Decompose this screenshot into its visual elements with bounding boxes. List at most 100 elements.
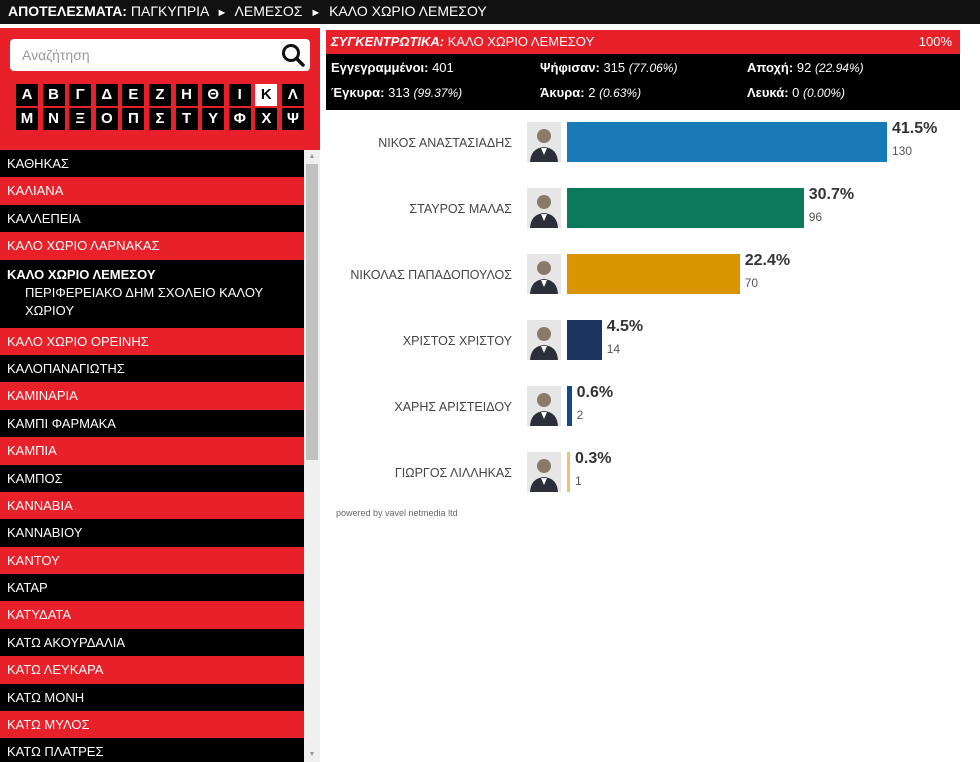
village-item[interactable]: ΚΑΜΠΙΑ <box>0 437 304 465</box>
village-item[interactable]: ΚΑΝΝΑΒΙΑ <box>0 491 304 520</box>
powered-by-note: powered by vavel netmedia ltd <box>336 508 458 518</box>
village-name: ΚΑΤΑΡ <box>7 580 48 596</box>
breadcrumb-item-district[interactable]: ΛΕΜΕΣΟΣ <box>234 3 303 19</box>
letter-button[interactable]: Χ <box>255 108 278 130</box>
candidate-row: ΧΡΙΣΤΟΣ ΧΡΙΣΤΟΥ 4.5% 14 <box>326 318 960 370</box>
letter-button[interactable]: Κ <box>255 84 278 106</box>
letter-button[interactable]: Υ <box>202 108 225 130</box>
village-item[interactable]: ΚΑΝΤΟΥ <box>0 546 304 575</box>
stat-label: Εγγεγραμμένοι: <box>331 60 429 75</box>
candidate-row: ΝΙΚΟΣ ΑΝΑΣΤΑΣΙΑΔΗΣ 41.5% 130 <box>326 120 960 172</box>
breadcrumb: ΑΠΟΤΕΛΕΣΜΑΤΑ: ΠΑΓΚΥΠΡΙΑ ► ΛΕΜΕΣΟΣ ► ΚΑΛΟ… <box>0 0 980 24</box>
village-item[interactable]: ΚΑΛΛΕΠΕΙΑ <box>0 204 304 233</box>
letter-button[interactable]: Α <box>16 84 38 106</box>
letter-button[interactable]: Γ <box>69 84 92 106</box>
village-item[interactable]: ΚΑΘΗΚΑΣ <box>0 150 304 178</box>
village-item[interactable]: ΚΑΛΙΑΝΑ <box>0 177 304 205</box>
letter-button[interactable]: Ν <box>42 108 65 130</box>
vote-percent: 0.3% <box>575 450 612 467</box>
village-name: ΚΑΤΥΔΑΤΑ <box>7 607 72 623</box>
scroll-down-arrow-icon[interactable]: ▼ <box>308 751 316 758</box>
village-name: ΚΑΜΙΝΑΡΙΑ <box>7 388 78 404</box>
letter-button[interactable]: Ε <box>122 84 145 106</box>
letter-button[interactable]: Ξ <box>69 108 92 130</box>
vote-bar <box>567 188 804 228</box>
vote-count: 96 <box>808 210 823 224</box>
stat-percent: (77.06%) <box>628 61 678 75</box>
candidate-photo-icon <box>527 122 561 162</box>
stat-value: 2 <box>588 85 596 100</box>
breadcrumb-item-island[interactable]: ΠΑΓΚΥΠΡΙΑ <box>130 3 209 19</box>
village-name: ΚΑΘΗΚΑΣ <box>7 156 69 171</box>
village-list: ΚΑΘΗΚΑΣ ΚΑΛΙΑΝΑ ΚΑΛΛΕΠΕΙΑ ΚΑΛΟ ΧΩΡΙΟ ΛΑΡΝΑΚ… <box>0 150 304 762</box>
village-name: ΚΑΤΩ ΑΚΟΥΡΔΑΛΙΑ <box>7 634 126 650</box>
letter-button[interactable]: Π <box>122 108 145 130</box>
candidate-name: ΓΙΩΡΓΟΣ ΛΙΛΛΗΚΑΣ <box>394 466 512 480</box>
village-item[interactable]: ΚΑΤΑΡ <box>0 574 304 602</box>
village-name: ΚΑΛΟΠΑΝΑΓΙΩΤΗΣ <box>7 360 125 376</box>
village-name: ΚΑΛΟ ΧΩΡΙΟ ΛΕΜΕΣΟΥ <box>7 266 156 282</box>
letter-button[interactable]: Ζ <box>148 84 171 106</box>
letter-button[interactable]: Φ <box>228 108 251 130</box>
search-icon[interactable] <box>280 42 306 68</box>
village-item[interactable]: ΚΑΛΟ ΧΩΡΙΟ ΛΑΡΝΑΚΑΣ <box>0 232 304 260</box>
village-name: ΚΑΛΟ ΧΩΡΙΟ ΟΡΕΙΝΗΣ <box>7 333 149 349</box>
village-item[interactable]: ΚΑΝΝΑΒΙΟΥ <box>0 519 304 547</box>
vote-percent: 0.6% <box>576 384 614 401</box>
candidate-row: ΧΑΡΗΣ ΑΡΙΣΤΕΙΔΟΥ 0.6% 2 <box>326 384 960 436</box>
letter-button[interactable]: Θ <box>202 84 225 106</box>
village-item[interactable]: ΚΑΜΠΟΣ <box>0 464 304 492</box>
letter-button[interactable]: Β <box>42 84 65 106</box>
village-item[interactable]: ΚΑΜΠΙ ΦΑΡΜΑΚΑ <box>0 409 304 438</box>
vote-count: 130 <box>892 144 913 158</box>
village-name: ΚΑΤΩ ΠΛΑΤΡΕΣ <box>7 744 104 760</box>
scroll-thumb[interactable] <box>306 164 318 460</box>
village-name: ΚΑΤΩ ΛΕΥΚΑΡΑ <box>7 662 104 678</box>
stat-value: 401 <box>432 60 454 75</box>
stat-blank: Λευκά: 0 (0.00%) <box>747 85 845 100</box>
village-name: ΚΑΜΠΙ ΦΑΡΜΑΚΑ <box>7 415 116 431</box>
village-item[interactable]: ΚΑΛΟ ΧΩΡΙΟ ΟΡΕΙΝΗΣ <box>0 327 304 355</box>
village-item[interactable]: ΚΑΤΩ ΜΥΛΟΣ <box>0 711 304 739</box>
stat-value: 92 <box>796 60 812 75</box>
letter-button[interactable]: Η <box>175 84 198 106</box>
village-item-selected[interactable]: ΚΑΛΟ ΧΩΡΙΟ ΛΕΜΕΣΟΥ ΠΕΡΙΦΕΡΕΙΑΚΟ ΔΗΜ ΣΧΟΛΕ… <box>0 259 304 328</box>
stat-percent: (22.94%) <box>814 61 864 75</box>
village-item[interactable]: ΚΑΤΥΔΑΤΑ <box>0 601 304 629</box>
village-item[interactable]: ΚΑΤΩ ΠΛΑΤΡΕΣ <box>0 738 304 762</box>
summary-title: ΣΥΓΚΕΝΤΡΩΤΙΚΑ: <box>331 34 445 49</box>
letter-button[interactable]: Σ <box>148 108 171 130</box>
vote-bar <box>567 452 570 492</box>
letter-button[interactable]: Μ <box>16 108 38 130</box>
vote-count: 2 <box>576 408 584 422</box>
vote-percent: 41.5% <box>892 120 938 137</box>
letter-button[interactable]: Ο <box>95 108 118 130</box>
letter-button[interactable]: Ι <box>228 84 251 106</box>
stat-percent: (0.63%) <box>599 86 642 100</box>
candidate-name: ΧΡΙΣΤΟΣ ΧΡΙΣΤΟΥ <box>402 334 512 348</box>
village-item[interactable]: ΚΑΜΙΝΑΡΙΑ <box>0 382 304 410</box>
village-item[interactable]: ΚΑΤΩ ΜΟΝΗ <box>0 683 304 712</box>
stat-label: Έγκυρα: <box>331 85 385 100</box>
stat-value: 0 <box>792 85 800 100</box>
percent-counted: 100% <box>918 34 952 49</box>
letter-button[interactable]: Δ <box>95 84 118 106</box>
search-input[interactable] <box>10 39 278 71</box>
village-item[interactable]: ΚΑΛΟΠΑΝΑΓΙΩΤΗΣ <box>0 354 304 383</box>
polling-station-link[interactable]: ΠΕΡΙΦΕΡΕΙΑΚΟ ΔΗΜ ΣΧΟΛΕΙΟ ΚΑΛΟΥ ΧΩΡΙΟΥ <box>25 284 263 318</box>
scroll-up-arrow-icon[interactable]: ▲ <box>308 153 316 160</box>
village-item[interactable]: ΚΑΤΩ ΛΕΥΚΑΡΑ <box>0 656 304 684</box>
search-box <box>10 39 310 71</box>
letter-button[interactable]: Τ <box>175 108 198 130</box>
letter-button[interactable]: Λ <box>281 84 304 106</box>
letter-button[interactable]: Ψ <box>281 108 304 130</box>
candidate-photo-icon <box>527 254 561 294</box>
scrollbar[interactable]: ▲ ▼ <box>304 150 320 762</box>
breadcrumb-item-village: ΚΑΛΟ ΧΩΡΙΟ ΛΕΜΕΣΟΥ <box>329 3 487 19</box>
stat-label: Λευκά: <box>747 85 789 100</box>
village-item[interactable]: ΚΑΤΩ ΑΚΟΥΡΔΑΛΙΑ <box>0 628 304 657</box>
vote-bar <box>567 320 602 360</box>
village-name: ΚΑΝΤΟΥ <box>7 552 60 568</box>
